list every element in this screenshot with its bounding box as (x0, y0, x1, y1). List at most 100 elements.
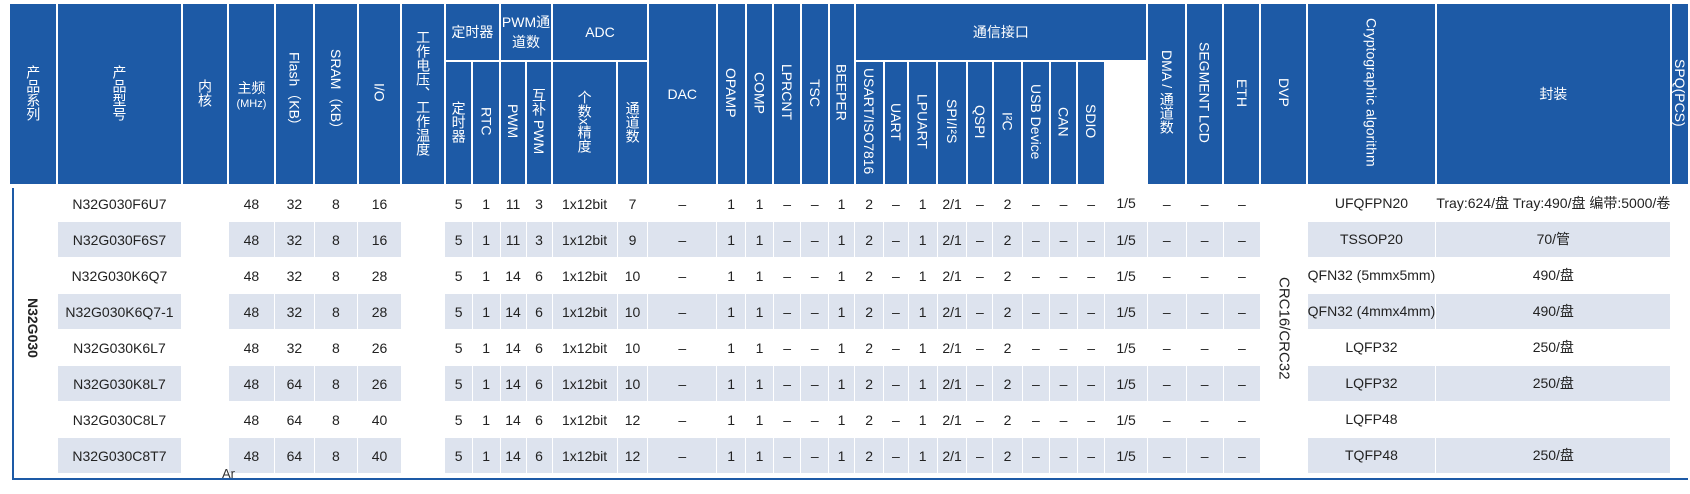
cell-sdio: – (1076, 221, 1106, 258)
cell-adc: 1x12bit (551, 293, 618, 330)
cell-flash: 64 (274, 365, 315, 402)
table-row: N32G030C8L7 48 64 8 40 5 1 14 6 1x12bit 12–1 1– –1 2–… (9, 401, 1689, 438)
cell-spi: 2/1 (936, 184, 968, 222)
cell-beeper: 1 (828, 184, 856, 222)
cell-model: N32G030C8L7 (56, 401, 183, 438)
table-row: N32G030K6L7 48 32 8 26 5 1 14 6 1x12bit 10–1 1– –1 2–… (9, 329, 1689, 366)
cell-i2c: 2 (992, 221, 1023, 258)
cell-pwm: 14 (499, 401, 527, 438)
cell-adcch: 10 (616, 257, 649, 294)
col-tsc: TSC (799, 2, 830, 186)
cell-adc: 1x12bit (551, 184, 618, 222)
col-dac: DAC (646, 2, 718, 186)
cell-adc: 1x12bit (551, 437, 618, 474)
cell-pwm: 14 (499, 293, 527, 330)
cell-qspi: – (966, 437, 994, 474)
cell-adc: 1x12bit (551, 365, 618, 402)
cell-pkg: LQFP32 (1306, 365, 1437, 402)
cell-sram: 8 (313, 401, 359, 438)
cell-lpuart: 1 (907, 329, 938, 366)
volt-cell (400, 184, 446, 474)
col-dvp: DVP (1259, 2, 1309, 186)
col-comp: COMP (744, 2, 775, 186)
cell-timer: 5 (444, 293, 473, 330)
cell-pkg: LQFP48 (1306, 401, 1437, 438)
cell-rtc: 1 (471, 365, 501, 402)
cell-usart: 2 (854, 293, 885, 330)
cell-dac: – (647, 293, 718, 330)
cell-can: – (1049, 401, 1078, 438)
cell-dma: 1/5 (1104, 329, 1148, 366)
col-series: 产品系列 (7, 2, 59, 186)
core-value-partial: Ar (222, 466, 235, 481)
cell-adcch: 10 (616, 329, 649, 366)
col-uart: UART (882, 60, 910, 186)
cell-qspi: – (966, 401, 994, 438)
cell-opamp: 1 (716, 437, 747, 474)
crypto-value: CRC16/CRC32 (1275, 276, 1293, 380)
col-core: 内核 (180, 2, 230, 186)
col-usart: USART/ISO7816 (853, 60, 885, 186)
cell-dac: – (647, 184, 718, 222)
cell-adcch: 10 (616, 365, 649, 402)
cell-io: 28 (357, 293, 402, 330)
cell-sram: 8 (313, 293, 359, 330)
group-comm: 通信接口 (853, 2, 1149, 62)
cell-spi: 2/1 (936, 437, 968, 474)
cell-can: – (1049, 257, 1078, 294)
cell-io: 40 (357, 437, 402, 474)
cell-adcch: 7 (616, 184, 649, 222)
cell-freq: 48 (227, 221, 276, 258)
cell-dvp: – (1222, 221, 1261, 258)
cell-can: – (1049, 437, 1078, 474)
cell-io: 16 (357, 184, 402, 222)
cell-spi: 2/1 (936, 365, 968, 402)
cell-io: 26 (357, 365, 402, 402)
col-voltage: 工作电压、工作温度 (400, 2, 446, 186)
cell-tsc: – (800, 257, 830, 294)
cell-comp: 1 (745, 221, 774, 258)
series-cell: N32G030 (8, 184, 58, 474)
cell-cpwm: 6 (525, 257, 553, 294)
cell-lprcnt: – (772, 257, 802, 294)
cell-dac: – (647, 257, 718, 294)
cell-pwm: 11 (499, 184, 527, 222)
col-spi: SPI/I²S (936, 60, 968, 186)
cell-sdio: – (1076, 329, 1106, 366)
cell-usart: 2 (854, 184, 885, 222)
cell-adc: 1x12bit (551, 221, 618, 258)
cell-timer: 5 (444, 365, 473, 402)
cell-lpuart: 1 (907, 437, 938, 474)
series-name: N32G030 (25, 298, 42, 358)
cell-pwm: 14 (499, 365, 527, 402)
cell-eth: – (1185, 184, 1224, 222)
cell-uart: – (883, 221, 909, 258)
cell-cpwm: 3 (525, 221, 553, 258)
col-sram: SRAM（KB） (313, 2, 359, 186)
cell-opamp: 1 (716, 221, 747, 258)
cell-model: N32G030K6Q7-1 (56, 293, 183, 330)
cell-flash: 32 (274, 184, 315, 222)
table-row: N32G030F6S7 48 32 8 16 5 1 11 3 1x12bit 9–1 1– –1 2–1… (9, 221, 1689, 258)
cell-opamp: 1 (716, 293, 747, 330)
cell-lcd: – (1146, 293, 1187, 330)
cell-sdio: – (1076, 365, 1106, 402)
cell-dvp: – (1222, 329, 1261, 366)
cell-pwm: 14 (499, 329, 527, 366)
cell-rtc: 1 (471, 184, 501, 222)
cell-rtc: 1 (471, 257, 501, 294)
cell-usb: – (1021, 437, 1051, 474)
cell-comp: 1 (745, 329, 774, 366)
cell-uart: – (883, 401, 909, 438)
cell-lpuart: 1 (907, 221, 938, 258)
cell-freq: 48 (227, 257, 276, 294)
col-can: CAN (1048, 60, 1079, 186)
group-timer: 定时器 (443, 2, 502, 62)
cell-dac: – (647, 329, 718, 366)
cell-eth: – (1185, 221, 1224, 258)
col-comp-pwm: 互补 PWM (525, 60, 553, 186)
cell-adc: 1x12bit (551, 257, 618, 294)
cell-i2c: 2 (992, 329, 1023, 366)
cell-can: – (1049, 293, 1078, 330)
cell-timer: 5 (444, 257, 473, 294)
